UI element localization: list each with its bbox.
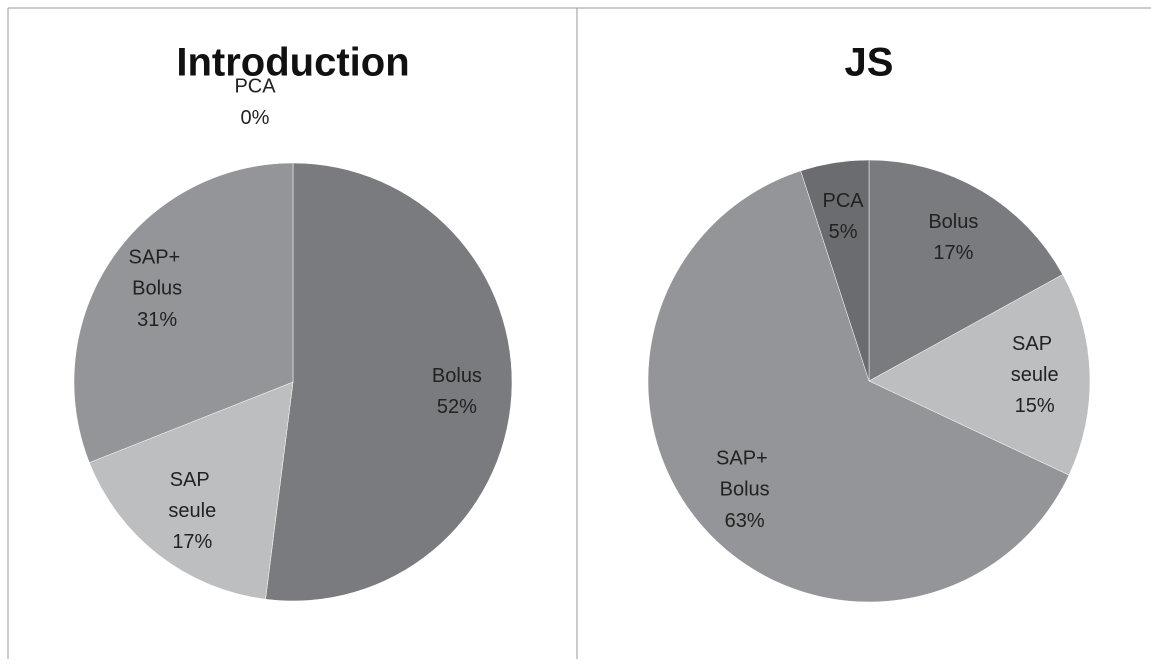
pie-slice xyxy=(868,159,1063,382)
chart-title: JS xyxy=(845,41,894,85)
data-label-name: PCA xyxy=(234,76,276,98)
data-label-value: 52% xyxy=(437,396,477,418)
pie-slice xyxy=(868,274,1091,476)
data-label-value: 17% xyxy=(933,242,973,264)
data-label-value: 0% xyxy=(241,107,270,129)
label-line: Bolus xyxy=(928,211,978,233)
data-label-value: 15% xyxy=(1015,395,1055,417)
data-label-value: 63% xyxy=(725,510,765,532)
label-line: seule xyxy=(168,500,216,522)
pie-slice xyxy=(800,159,870,382)
data-label-name: PCA xyxy=(823,190,865,212)
data-label-name: SAP+ Bolus xyxy=(716,448,773,501)
label-line: seule xyxy=(1011,364,1059,386)
label-line: PCA xyxy=(823,190,865,212)
label-line: Bolus xyxy=(132,278,182,300)
data-label-name: Bolus xyxy=(432,365,482,387)
label-line: Bolus xyxy=(432,365,482,387)
data-label-value: 31% xyxy=(137,309,177,331)
data-label-name: Bolus xyxy=(928,211,978,233)
data-label-name: SAP+ Bolus xyxy=(129,247,186,300)
data-label-name: SAP seule xyxy=(1011,333,1059,386)
label-line: SAP+ xyxy=(716,448,773,470)
label-line: SAP xyxy=(1012,333,1057,355)
pie-slice xyxy=(647,170,1070,603)
pie-slice xyxy=(265,162,513,602)
label-line: SAP+ xyxy=(129,247,186,269)
label-line: PCA xyxy=(234,76,276,98)
data-label-value: 17% xyxy=(172,531,212,553)
label-line: Bolus xyxy=(720,479,770,501)
data-label-value: 5% xyxy=(829,221,858,243)
label-line: SAP xyxy=(170,469,215,491)
pie-slice xyxy=(89,381,294,600)
data-label-name: SAP seule xyxy=(168,469,216,522)
chart-title: Introduction xyxy=(176,41,409,85)
pie-slice xyxy=(73,162,294,463)
